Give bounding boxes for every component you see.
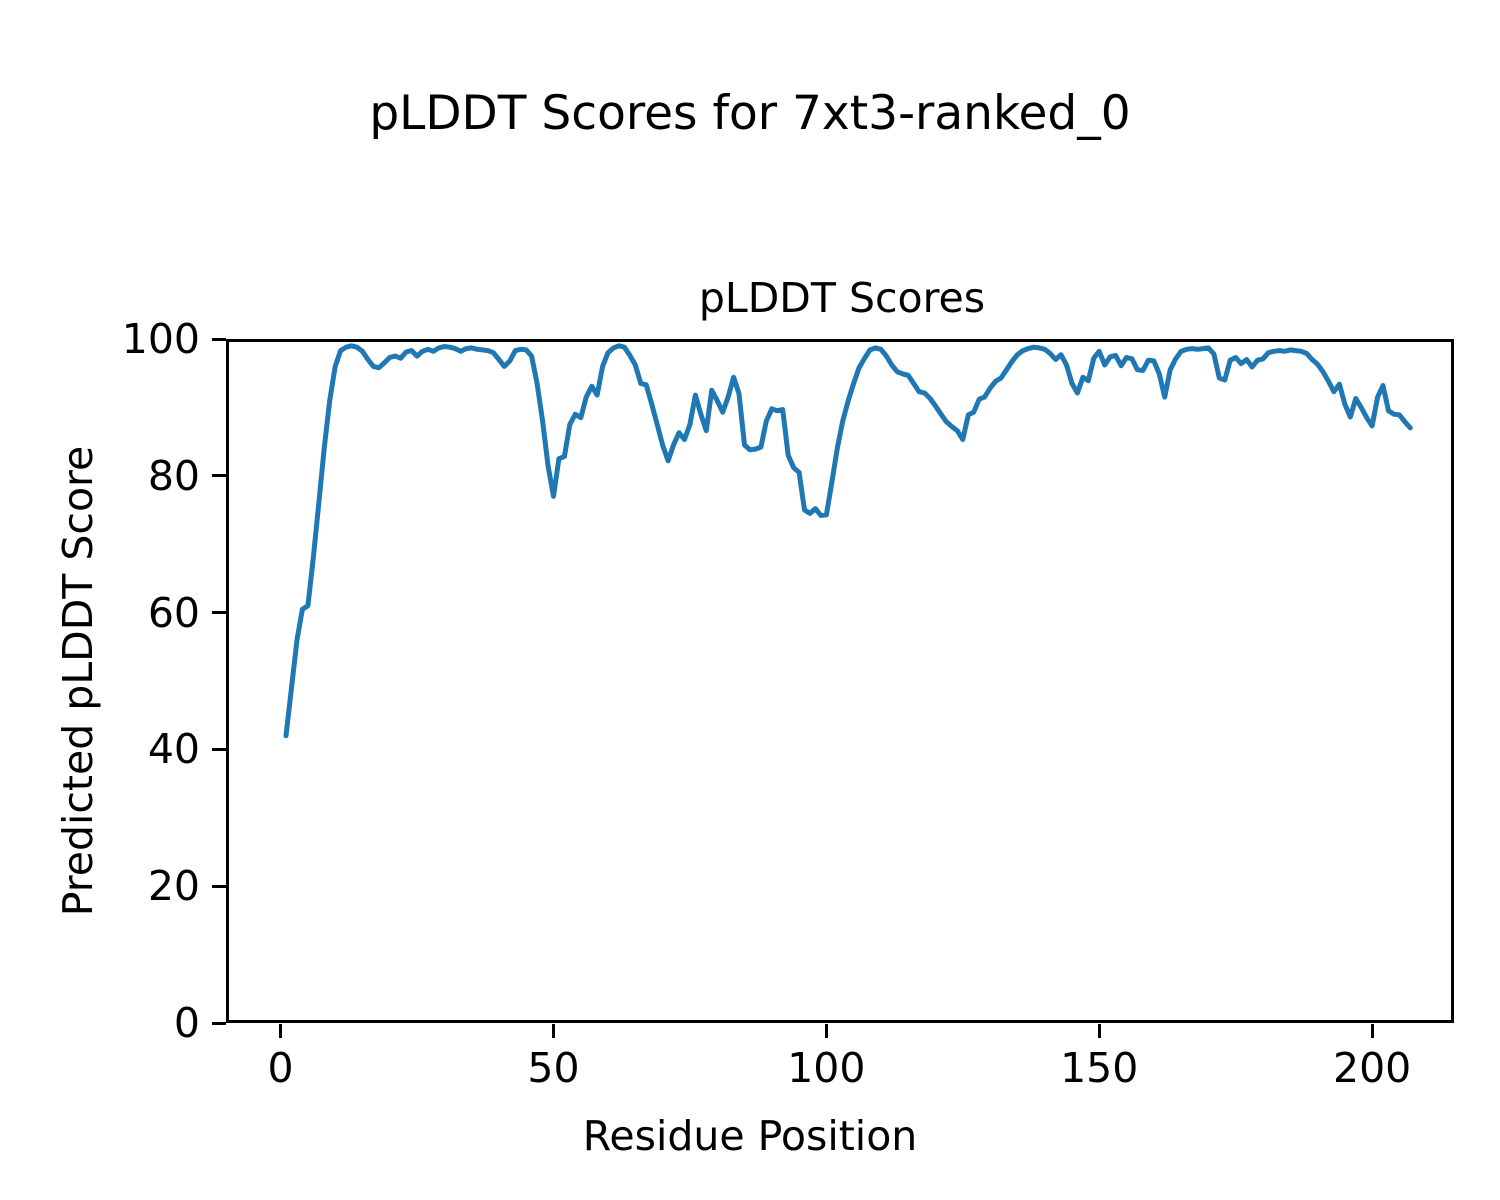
y-tick-mark [212, 474, 226, 478]
x-tick-label: 150 [1060, 1044, 1139, 1092]
plot-area [226, 339, 1454, 1023]
x-tick-label: 50 [527, 1044, 580, 1092]
x-tick-mark [824, 1024, 828, 1038]
y-tick-label: 20 [147, 862, 200, 911]
y-tick-mark [212, 747, 226, 751]
x-tick-mark [1097, 1024, 1101, 1038]
y-tick-mark [212, 337, 226, 341]
x-tick-mark [1370, 1024, 1374, 1038]
figure-title: pLDDT Scores for 7xt3-ranked_0 [369, 86, 1131, 141]
y-tick-mark [212, 1021, 226, 1025]
y-tick-mark [212, 884, 226, 888]
x-axis-label: Residue Position [582, 1112, 918, 1160]
y-tick-label: 40 [147, 725, 200, 774]
axes-title: pLDDT Scores [698, 274, 986, 322]
y-tick-mark [212, 611, 226, 615]
x-tick-label: 200 [1332, 1044, 1412, 1092]
x-tick-mark [551, 1024, 555, 1038]
y-tick-label: 100 [121, 315, 200, 363]
y-tick-label: 0 [173, 999, 200, 1047]
y-tick-label: 60 [147, 588, 200, 637]
y-tick-label: 80 [147, 451, 200, 500]
x-tick-label: 0 [267, 1044, 294, 1092]
y-axis-label: Predicted pLDDT Score [54, 445, 102, 917]
x-tick-label: 100 [787, 1044, 866, 1092]
x-tick-mark [279, 1024, 283, 1038]
